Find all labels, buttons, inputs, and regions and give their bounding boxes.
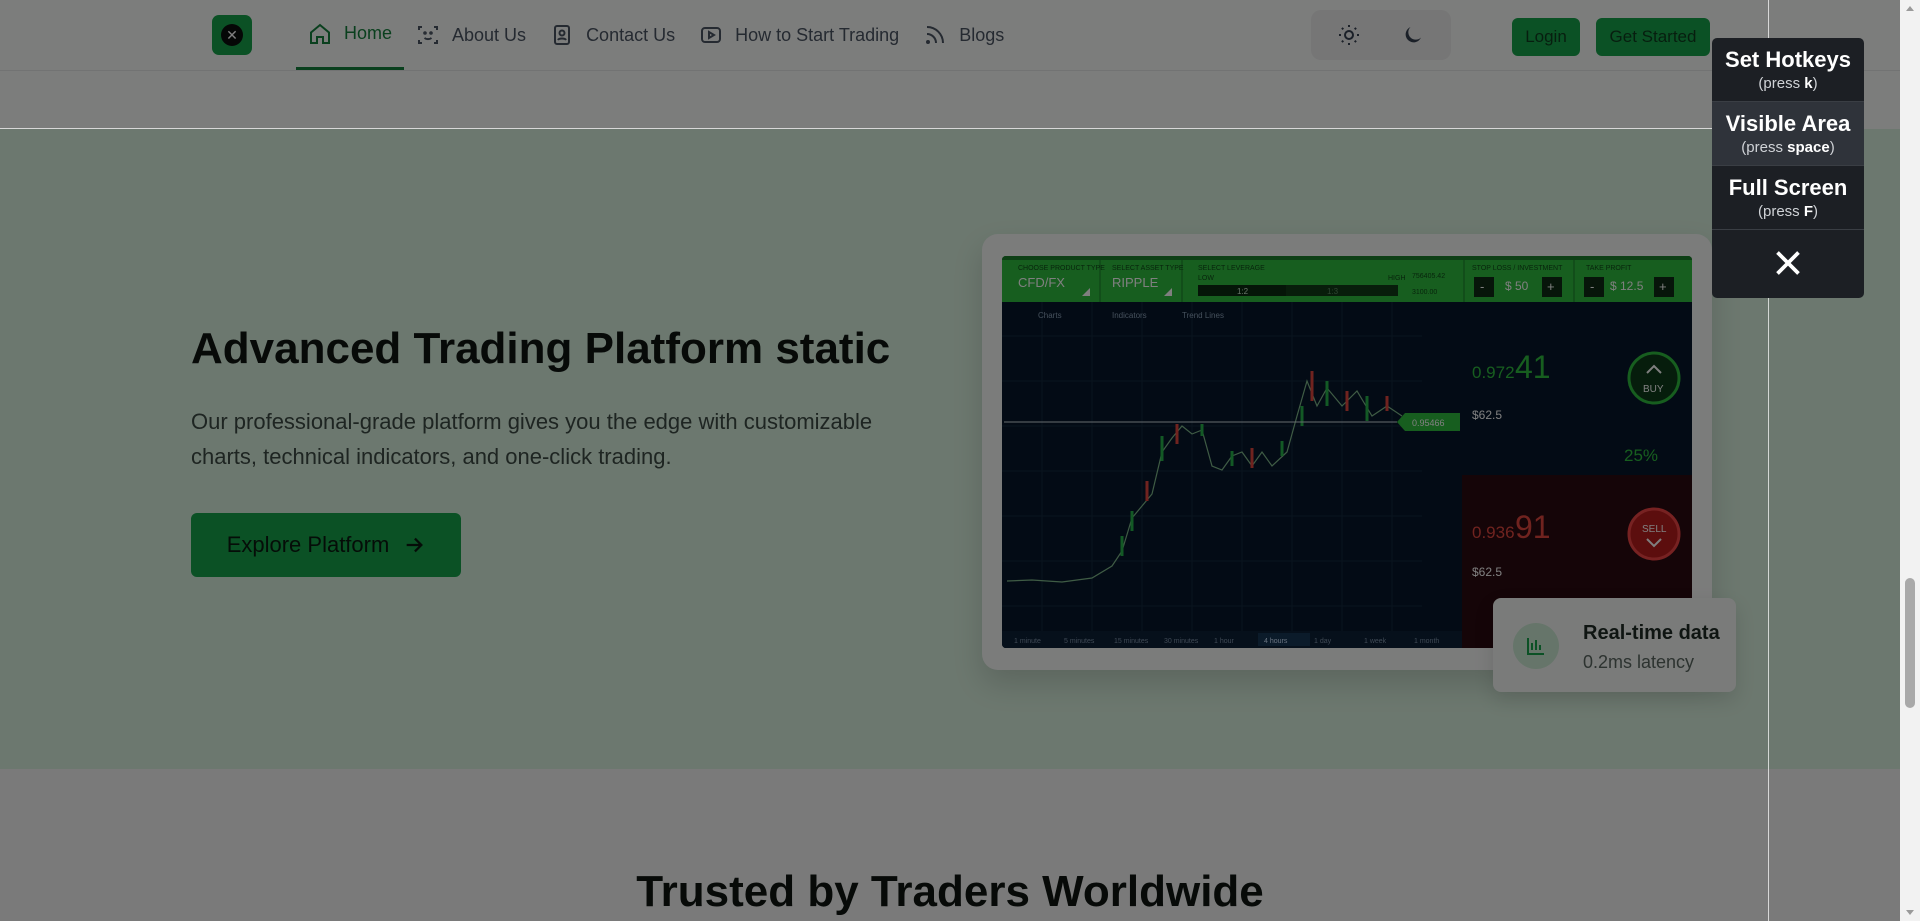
full-screen-hint: (press F) [1757,203,1818,220]
close-icon [1776,251,1800,275]
full-screen-option[interactable]: Full Screen (press F) [1712,166,1864,230]
set-hotkeys-option[interactable]: Set Hotkeys (press k) [1712,38,1864,102]
set-hotkeys-label: Set Hotkeys [1725,47,1851,72]
screenshot-menu: Set Hotkeys (press k) Visible Area (pres… [1712,38,1864,298]
visible-area-hint: (press space) [1741,139,1835,156]
selection-guide-vertical [1768,0,1769,921]
page-scrollbar[interactable] [1900,0,1920,921]
full-screen-label: Full Screen [1728,175,1848,200]
visible-area-label: Visible Area [1725,111,1851,136]
close-menu-button[interactable] [1712,230,1864,296]
scroll-up-arrow-icon[interactable] [1906,6,1914,11]
visible-area-option[interactable]: Visible Area (press space) [1712,102,1864,166]
selection-guide-horizontal [0,128,1768,129]
scrollbar-thumb[interactable] [1905,578,1915,708]
scroll-down-arrow-icon[interactable] [1906,910,1914,915]
set-hotkeys-hint: (press k) [1758,75,1818,92]
